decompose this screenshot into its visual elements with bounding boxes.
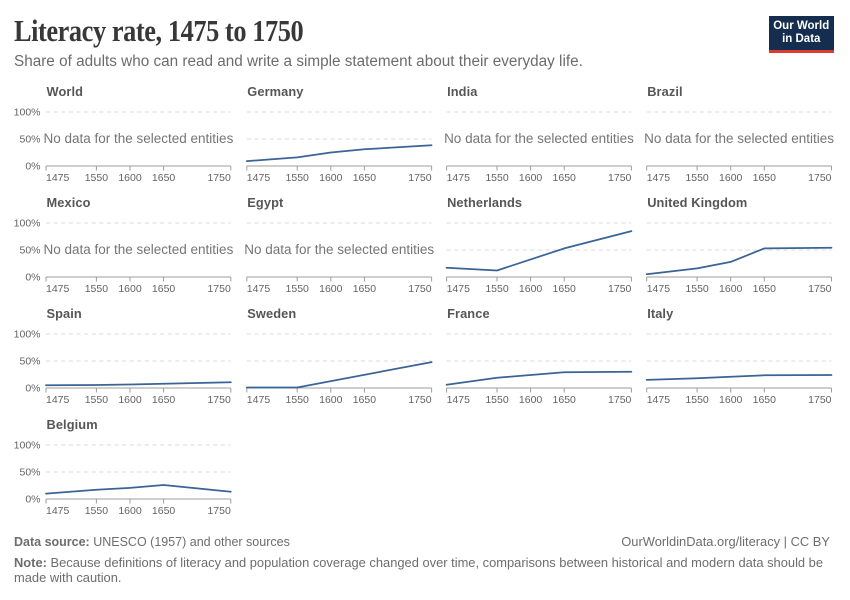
svg-text:No data for the selected entit: No data for the selected entities bbox=[43, 131, 233, 146]
svg-text:1600: 1600 bbox=[118, 505, 142, 517]
svg-text:1650: 1650 bbox=[152, 283, 176, 295]
svg-text:1550: 1550 bbox=[685, 394, 709, 406]
svg-text:100%: 100% bbox=[14, 218, 41, 230]
svg-text:1600: 1600 bbox=[719, 172, 743, 184]
svg-text:1550: 1550 bbox=[685, 172, 709, 184]
svg-text:No data for the selected entit: No data for the selected entities bbox=[644, 131, 834, 146]
svg-text:1750: 1750 bbox=[408, 283, 432, 295]
svg-text:1600: 1600 bbox=[319, 172, 343, 184]
svg-text:1750: 1750 bbox=[408, 394, 432, 406]
svg-text:Mexico: Mexico bbox=[47, 195, 91, 210]
svg-text:1550: 1550 bbox=[85, 505, 109, 517]
svg-text:0%: 0% bbox=[25, 161, 40, 173]
svg-text:Sweden: Sweden bbox=[247, 306, 296, 321]
svg-text:100%: 100% bbox=[14, 107, 41, 119]
svg-text:1475: 1475 bbox=[647, 283, 671, 295]
svg-text:1600: 1600 bbox=[519, 172, 543, 184]
svg-text:1750: 1750 bbox=[207, 283, 231, 295]
svg-text:1600: 1600 bbox=[118, 172, 142, 184]
svg-text:0%: 0% bbox=[25, 272, 40, 284]
svg-text:1475: 1475 bbox=[447, 172, 471, 184]
svg-text:1750: 1750 bbox=[608, 394, 632, 406]
svg-text:1475: 1475 bbox=[647, 172, 671, 184]
svg-text:1475: 1475 bbox=[46, 172, 70, 184]
svg-text:World: World bbox=[47, 84, 84, 99]
svg-text:United Kingdom: United Kingdom bbox=[647, 195, 747, 210]
svg-text:1650: 1650 bbox=[553, 172, 577, 184]
svg-text:1475: 1475 bbox=[46, 394, 70, 406]
svg-text:1550: 1550 bbox=[286, 172, 310, 184]
svg-text:1750: 1750 bbox=[608, 283, 632, 295]
svg-text:1475: 1475 bbox=[247, 283, 271, 295]
svg-text:1600: 1600 bbox=[319, 394, 343, 406]
svg-text:1600: 1600 bbox=[519, 394, 543, 406]
svg-text:1475: 1475 bbox=[247, 394, 271, 406]
svg-text:Netherlands: Netherlands bbox=[447, 195, 522, 210]
svg-text:1475: 1475 bbox=[247, 172, 271, 184]
svg-text:1475: 1475 bbox=[46, 505, 70, 517]
svg-text:Spain: Spain bbox=[47, 306, 82, 321]
svg-text:0%: 0% bbox=[25, 383, 40, 395]
svg-text:1600: 1600 bbox=[719, 394, 743, 406]
svg-text:1475: 1475 bbox=[447, 283, 471, 295]
svg-text:1650: 1650 bbox=[553, 394, 577, 406]
svg-text:1475: 1475 bbox=[647, 394, 671, 406]
svg-text:1600: 1600 bbox=[319, 283, 343, 295]
svg-text:France: France bbox=[447, 306, 490, 321]
svg-text:Belgium: Belgium bbox=[47, 417, 98, 432]
svg-text:1550: 1550 bbox=[685, 283, 709, 295]
svg-text:Egypt: Egypt bbox=[247, 195, 284, 210]
svg-text:1600: 1600 bbox=[519, 283, 543, 295]
svg-text:1650: 1650 bbox=[753, 394, 777, 406]
svg-text:1650: 1650 bbox=[753, 283, 777, 295]
svg-text:50%: 50% bbox=[19, 245, 40, 257]
svg-text:1550: 1550 bbox=[286, 283, 310, 295]
svg-text:100%: 100% bbox=[14, 440, 41, 452]
svg-text:1750: 1750 bbox=[808, 394, 832, 406]
svg-text:1750: 1750 bbox=[207, 394, 231, 406]
svg-text:1750: 1750 bbox=[608, 172, 632, 184]
svg-text:50%: 50% bbox=[19, 467, 40, 479]
svg-text:1650: 1650 bbox=[152, 394, 176, 406]
svg-text:1550: 1550 bbox=[286, 394, 310, 406]
svg-text:1650: 1650 bbox=[353, 394, 377, 406]
svg-text:1750: 1750 bbox=[808, 283, 832, 295]
svg-text:1550: 1550 bbox=[485, 394, 509, 406]
svg-text:1750: 1750 bbox=[207, 172, 231, 184]
svg-text:1550: 1550 bbox=[85, 283, 109, 295]
svg-text:1750: 1750 bbox=[408, 172, 432, 184]
svg-text:1600: 1600 bbox=[118, 283, 142, 295]
svg-text:1650: 1650 bbox=[353, 283, 377, 295]
svg-text:No data for the selected entit: No data for the selected entities bbox=[43, 242, 233, 257]
svg-text:1475: 1475 bbox=[447, 394, 471, 406]
svg-text:1650: 1650 bbox=[152, 505, 176, 517]
svg-text:100%: 100% bbox=[14, 329, 41, 341]
svg-text:1600: 1600 bbox=[719, 283, 743, 295]
svg-text:1650: 1650 bbox=[353, 172, 377, 184]
svg-text:1550: 1550 bbox=[85, 394, 109, 406]
svg-text:1550: 1550 bbox=[85, 172, 109, 184]
svg-text:1600: 1600 bbox=[118, 394, 142, 406]
svg-text:1650: 1650 bbox=[553, 283, 577, 295]
svg-text:No data for the selected entit: No data for the selected entities bbox=[444, 131, 634, 146]
svg-text:1650: 1650 bbox=[753, 172, 777, 184]
svg-text:50%: 50% bbox=[19, 134, 40, 146]
svg-text:0%: 0% bbox=[25, 494, 40, 506]
svg-text:No data for the selected entit: No data for the selected entities bbox=[244, 242, 434, 257]
svg-text:1650: 1650 bbox=[152, 172, 176, 184]
svg-text:1550: 1550 bbox=[485, 172, 509, 184]
svg-text:1475: 1475 bbox=[46, 283, 70, 295]
svg-text:1550: 1550 bbox=[485, 283, 509, 295]
svg-text:50%: 50% bbox=[19, 356, 40, 368]
svg-text:Germany: Germany bbox=[247, 84, 304, 99]
svg-text:1750: 1750 bbox=[207, 505, 231, 517]
svg-text:1750: 1750 bbox=[808, 172, 832, 184]
svg-text:Italy: Italy bbox=[647, 306, 674, 321]
svg-text:India: India bbox=[447, 84, 478, 99]
svg-text:Brazil: Brazil bbox=[647, 84, 682, 99]
